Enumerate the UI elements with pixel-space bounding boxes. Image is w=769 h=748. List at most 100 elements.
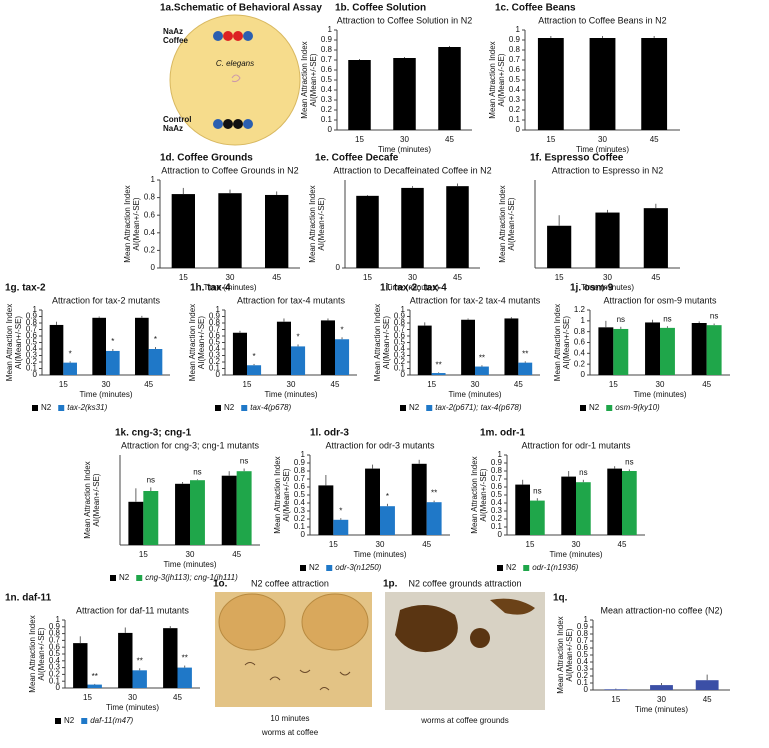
y-tick-label: 0.6 [577,643,589,652]
panel-1o: 1o. N2 coffee attraction 10 minutes worm… [213,578,372,737]
legend-swatch [32,405,38,411]
y-tick-label: 0.5 [491,490,503,499]
bar [221,475,237,545]
x-tick-label: 45 [514,380,523,389]
y-tick-label: 0.9 [491,458,503,467]
bar [320,320,335,375]
bar [177,667,192,688]
bar [645,322,660,375]
y-axis-label: Mean Attraction Index [5,304,14,381]
panel-title: 1o. [213,579,228,590]
bar [232,332,247,375]
y-tick-label: 0.6 [491,482,503,491]
bar [118,632,133,688]
x-axis-label: Time (minutes) [549,550,602,559]
chart-title: Attraction for tax-2 mutants [52,295,161,305]
bar [691,323,707,375]
legend-label: N2 [309,563,320,572]
y-tick-label: 0.3 [394,351,406,360]
x-tick-label: 15 [611,695,620,704]
y-tick-label: 0.6 [509,65,521,74]
y-tick-label: 1 [216,305,221,314]
y-axis-label: Mean Attraction Index [28,615,37,692]
x-tick-label: 15 [179,273,188,282]
significance: ns [579,468,587,477]
panel-title: 1a.Schematic of Behavioral Assay [160,3,322,14]
y-tick-label: 0.8 [144,193,156,202]
legend-label: odr-3(n1250) [335,563,381,572]
y-tick-label: 0.9 [509,35,521,44]
x-tick-label: 30 [226,273,235,282]
y-tick-label: 0.1 [294,522,306,531]
y-tick-label: 0.4 [294,498,306,507]
y-tick-label: 0.5 [294,490,306,499]
caption: 10 minutes [270,714,309,723]
bar [561,476,576,535]
bar [518,362,533,375]
panel-title: 1n. daf-11 [5,593,52,604]
panel-title: 1h. tax-4 [190,283,231,294]
x-tick-label: 45 [144,380,153,389]
grounds [395,605,458,653]
y-axis-label: AI(Mean+/-SE) [92,473,101,526]
panel-title: 1c. Coffee Beans [495,3,576,14]
y-tick-label: 0 [498,530,503,539]
bar [356,195,379,268]
legend-swatch [300,565,306,571]
bar [446,186,469,268]
x-tick-label: 30 [102,380,111,389]
bar [63,362,77,375]
legend-label: tax-2(ks31) [67,403,107,412]
bar [613,328,629,375]
significance: * [252,352,255,361]
x-axis-label: Time (minutes) [163,560,216,569]
bar [265,194,289,268]
chart-title: Attraction for odr-3 mutants [325,440,435,450]
x-tick-label: 45 [173,693,182,702]
x-tick-label: 45 [422,540,431,549]
bar [73,643,88,688]
y-tick-label: 1 [498,450,503,459]
bar [475,366,489,375]
legend-swatch [426,405,433,411]
y-axis-label: AI(Mean+/-SE) [507,197,516,250]
y-axis-label: AI(Mean+/-SE) [497,53,506,106]
y-tick-label: 0.4 [509,85,521,94]
bar [128,501,144,545]
legend-label: cng-3(jh113); cng-1(jh111) [145,573,238,582]
y-tick-label: 0.4 [577,657,589,666]
spot [301,593,369,651]
x-axis-label: Time (minutes) [581,283,634,292]
bar [401,187,424,268]
bar [276,321,291,375]
y-tick-label: 0.2 [394,357,406,366]
x-tick-label: 30 [572,540,581,549]
x-axis-label: Time (minutes) [386,283,439,292]
y-tick-label: 0 [56,683,61,692]
x-tick-label: 30 [657,695,666,704]
bar [380,506,395,535]
y-tick-label: 0.6 [321,65,333,74]
y-axis-label: AI(Mean+/-SE) [37,627,46,680]
legend-swatch [241,405,248,411]
chart-title: Attraction for tax-2 tax-4 mutants [410,295,541,305]
y-tick-label: 0.9 [577,622,589,631]
y-axis-label: Mean Attraction Index [123,185,132,262]
y-tick-label: 0.2 [209,357,221,366]
x-tick-label: 30 [186,550,195,559]
legend-label: osm-9(ky10) [615,403,660,412]
x-axis-label: Time (minutes) [633,390,686,399]
legend-label: N2 [119,573,130,582]
x-tick-label: 30 [603,273,612,282]
panel-title: 1d. Coffee Grounds [160,153,253,164]
x-tick-label: 45 [272,273,281,282]
significance: ns [533,486,541,495]
bar [604,689,628,690]
x-tick-label: 30 [400,135,409,144]
x-tick-label: 15 [609,380,618,389]
